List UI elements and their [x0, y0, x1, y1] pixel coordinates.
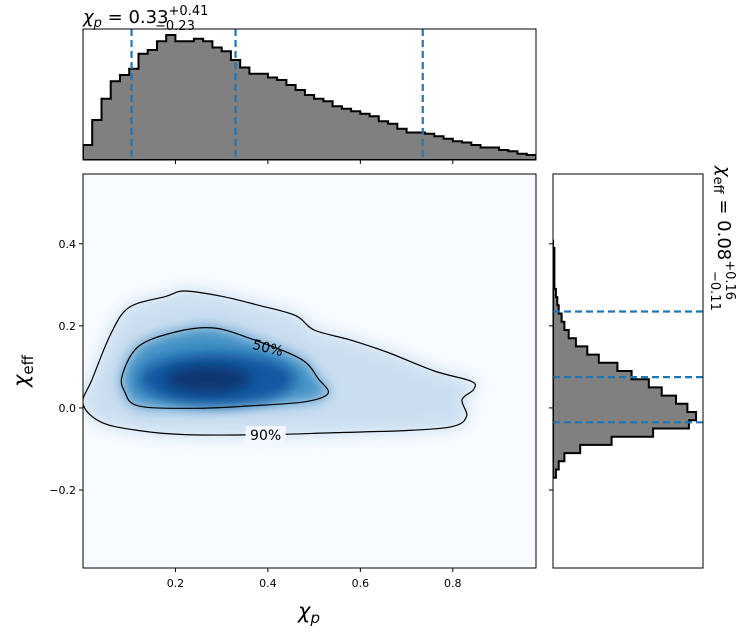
- x-axis-label-main: χ: [297, 599, 312, 623]
- marginal-y-title-value: = 0.08: [713, 194, 734, 261]
- x-tick-label-0: 0.2: [167, 577, 185, 590]
- marginal-y-quantile-lines: [553, 310, 703, 424]
- marginal-x-title-subscript: −0.23: [155, 19, 195, 34]
- x-tick-label-3: 0.8: [444, 577, 462, 590]
- marginal-y-panel: χeff = 0.08+0.16−0.11: [549, 165, 737, 569]
- marginal-x-title-sup: +0.41: [169, 4, 209, 19]
- marginal-y-ticks: [549, 243, 553, 491]
- y-axis-ticks: −0.2 0.0 0.2 0.4: [49, 238, 83, 497]
- marginal-y-title-sub: eff: [710, 177, 725, 195]
- marginal-x-title-value: = 0.33: [102, 7, 169, 28]
- contour-label-text-0: 50%: [251, 337, 285, 360]
- marginal-x-panel: χp = 0.33+0.41 −0.23: [82, 4, 537, 164]
- y-axis-label-main: χ: [9, 373, 33, 388]
- marginal-y-title: χeff = 0.08+0.16−0.11: [707, 165, 737, 311]
- marginal-x-histogram: [83, 34, 536, 160]
- marginal-y-title-main: χ: [713, 165, 734, 178]
- contour-label-text-1: 90%: [250, 428, 281, 444]
- x-tick-label-1: 0.4: [259, 577, 277, 590]
- marginal-x-ticks: [174, 160, 454, 164]
- marginal-y-histogram: [553, 239, 697, 479]
- contour-label-0: 50%: [251, 337, 285, 360]
- y-tick-label-2: 0.2: [59, 320, 77, 333]
- marginal-x-title-main: χ: [82, 7, 95, 28]
- y-axis-label: χeff: [9, 354, 37, 388]
- joint-frame: [82, 173, 537, 569]
- marginal-x-frame: [82, 28, 537, 161]
- contour-label-1: 90%: [245, 426, 286, 444]
- contour-labels: 50% 90%: [245, 337, 286, 444]
- y-tick-label-1: 0.0: [59, 402, 77, 415]
- joint-panel: 50%90% 0.2 0.4 0.6 0.8 −0.20.00.20.4 χp χef…: [9, 173, 537, 627]
- y-tick-label-3: 0.4: [59, 238, 77, 251]
- x-axis-label: χp: [297, 599, 320, 627]
- contour-line-0: [120, 327, 330, 409]
- density-heatmap: [83, 291, 476, 436]
- marginal-x-title-sub: p: [93, 16, 102, 31]
- marginal-y-title-subscript: −0.11: [707, 271, 722, 311]
- y-axis-label-sub: eff: [19, 354, 37, 374]
- marginal-x-title: χp = 0.33+0.41 −0.23: [82, 4, 208, 34]
- x-axis-label-sub: p: [309, 609, 320, 627]
- y-tick-label-0: −0.2: [49, 484, 76, 497]
- x-axis-ticks: 0.2 0.4 0.6 0.8: [167, 568, 462, 590]
- x-tick-label-2: 0.6: [352, 577, 370, 590]
- marginal-y-frame: [552, 173, 704, 569]
- marginal-y-title-sup: +0.16: [722, 260, 737, 300]
- density-peak: [165, 365, 250, 394]
